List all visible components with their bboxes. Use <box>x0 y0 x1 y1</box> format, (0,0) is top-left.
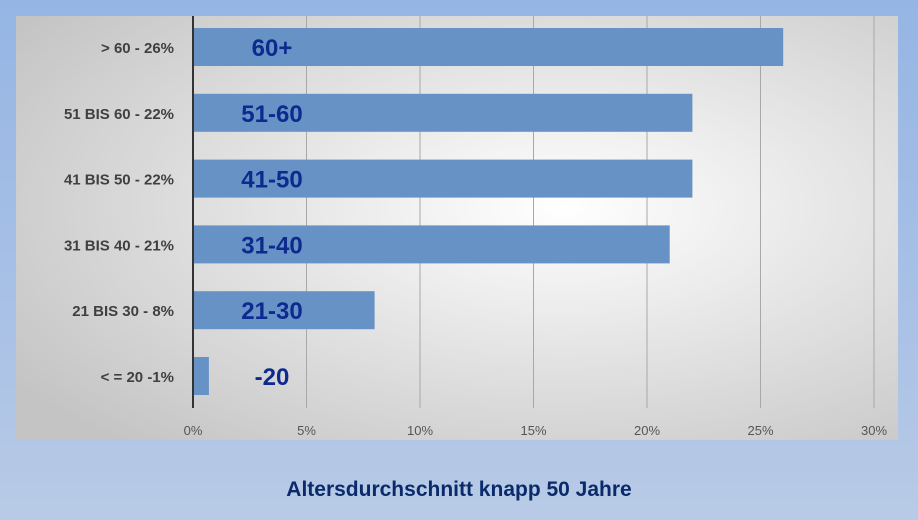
bar-data-label: 41-50 <box>241 167 302 194</box>
chart-caption: Altersdurchschnitt knapp 50 Jahre <box>286 478 632 501</box>
category-label: 51 BIS 60 - 22% <box>64 106 174 123</box>
bar-data-label: 31-40 <box>241 232 302 259</box>
bar <box>193 159 693 198</box>
category-label: 41 BIS 50 - 22% <box>64 172 174 189</box>
category-label: > 60 - 26% <box>101 40 174 57</box>
bar <box>193 28 784 66</box>
category-label: < = 20 -1% <box>101 369 174 386</box>
bar-chart: 0% 5% 10% 15% 20% 25% 30% > 60 - 26% 60+ 51 BIS 6… <box>16 16 898 440</box>
x-tick-label: 15% <box>520 423 546 438</box>
bar-data-label: -20 <box>255 364 290 391</box>
bar-data-label: 51-60 <box>241 101 302 128</box>
x-tick-label: 10% <box>407 423 433 438</box>
x-tick-label: 30% <box>861 423 887 438</box>
bar-data-label: 60+ <box>252 35 293 62</box>
bar <box>193 357 209 395</box>
category-label: 21 BIS 30 - 8% <box>72 303 174 320</box>
x-tick-label: 5% <box>297 423 316 438</box>
x-tick-label: 0% <box>184 423 203 438</box>
bar <box>193 93 693 132</box>
bar <box>193 225 670 264</box>
category-label: 31 BIS 40 - 21% <box>64 237 174 254</box>
x-tick-label: 25% <box>747 423 773 438</box>
bar <box>193 291 375 330</box>
bar-data-label: 21-30 <box>241 298 302 325</box>
x-tick-label: 20% <box>634 423 660 438</box>
